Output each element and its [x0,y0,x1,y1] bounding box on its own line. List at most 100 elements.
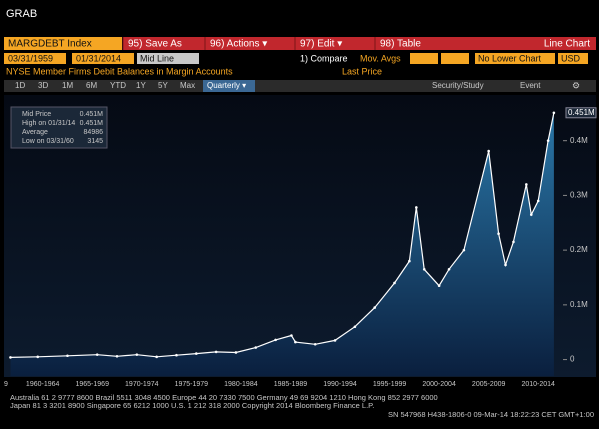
frequency-box[interactable] [203,80,255,92]
data-point [546,139,550,142]
ticker[interactable]: MARGDEBT Index [8,39,92,50]
start-date[interactable]: 03/31/1959 [8,53,53,63]
data-point [290,334,293,337]
data-point [274,338,277,342]
footer-line: SN 547968 H438-1806-0 09-Mar-14 18:22:23… [388,410,594,419]
data-point [373,306,376,309]
data-point [529,213,533,216]
period-button[interactable]: 5Y [158,81,168,90]
data-point [415,206,418,209]
x-tick-label: 9 [4,381,8,388]
legend-label: Average [22,129,48,136]
legend-value: 84986 [84,129,104,136]
description: NYSE Member Firms Debit Balances in Marg… [6,66,233,76]
currency[interactable]: USD [561,53,581,63]
period-button[interactable]: 1D [15,81,25,90]
data-point [194,352,198,355]
data-point [353,325,357,329]
data-point [525,183,528,186]
period-button[interactable]: YTD [110,81,126,90]
x-tick-label: 1990-1994 [323,381,357,388]
legend-label: High on 01/31/14 [22,120,75,127]
y-tick-label: 0.1M [570,300,588,309]
start-date-box[interactable] [4,53,66,64]
x-tick-label: 2010-2014 [521,381,555,388]
data-point [422,267,426,271]
y-tick-label: 0 [570,355,575,364]
data-point [234,351,238,354]
period-button[interactable]: 3D [38,81,48,90]
last-value-box [565,107,597,119]
ticker-box[interactable] [4,37,122,50]
input-box[interactable] [410,53,438,64]
y-tick-label: 0.4M [570,136,588,145]
data-point [9,356,12,359]
legend-box [10,106,108,149]
menu-button[interactable]: 96) Actions ▾ [210,39,267,50]
chart-kind[interactable]: Line Chart [544,39,590,50]
frequency[interactable]: Quarterly ▾ [207,81,246,90]
menu-button[interactable]: 97) Edit ▾ [300,39,342,50]
x-tick-label: 1995-1999 [373,381,407,388]
data-point [95,353,99,356]
lower-chart[interactable]: No Lower Chart [478,53,542,63]
menu-bar [123,37,596,50]
lower-chart-box[interactable] [475,53,555,64]
tool-button[interactable]: Security/Study [432,81,484,90]
data-point [393,281,396,285]
legend-value: 3145 [87,138,103,145]
data-point [512,240,515,244]
period-button[interactable]: 1M [62,81,73,90]
mov-avgs[interactable]: Mov. Avgs [360,53,401,63]
input-box[interactable] [441,53,469,64]
data-point [552,111,556,115]
legend-label: Mid Price [22,111,51,118]
x-tick-label: 1975-1979 [175,381,209,388]
data-point [214,350,218,354]
menu-button[interactable]: 98) Table [380,39,421,50]
data-point [66,354,69,358]
x-tick-label: 1965-1969 [75,381,109,388]
footer-line: Japan 81 3 3201 8900 Singapore 65 6212 1… [10,401,374,410]
x-tick-label: 2005-2009 [472,381,506,388]
data-point [333,339,337,342]
tool-button[interactable]: Event [520,81,541,90]
data-point [447,267,451,271]
menu-button[interactable]: 95) Save As [128,39,182,50]
data-point [254,346,258,349]
last-value-label: 0.451M [568,108,595,117]
period-button[interactable]: 1Y [136,81,146,90]
data-point [135,353,139,356]
mode-box[interactable] [137,53,199,64]
period-button[interactable]: 6M [86,81,97,90]
x-tick-label: 2000-2004 [422,381,456,388]
y-tick-label: 0.3M [570,191,588,200]
legend-label: Low on 03/31/60 [22,138,74,145]
data-point [175,353,178,357]
period-button[interactable]: Max [180,81,195,90]
data-point [408,259,411,263]
data-point [313,342,317,346]
x-tick-label: 1970-1974 [125,381,159,388]
data-point [497,232,500,236]
data-point [36,355,40,359]
data-point [504,263,507,267]
data-point [487,149,490,153]
data-point [462,248,466,252]
settings-icon[interactable]: ⚙ [572,80,580,90]
footer-line: Australia 61 2 9777 8600 Brazil 5511 304… [10,393,438,402]
data-point [294,340,297,344]
currency-box[interactable] [558,53,588,64]
end-date-box[interactable] [72,53,134,64]
window-title: GRAB [6,8,37,20]
data-point [115,354,119,358]
x-tick-label: 1985-1989 [274,381,308,388]
mode[interactable]: Mid Line [140,53,174,63]
y-tick-label: 0.2M [570,245,588,254]
legend-value: 0.451M [80,120,104,127]
legend-value: 0.451M [80,111,104,118]
period-bar [4,80,596,92]
compare[interactable]: 1) Compare [300,53,348,63]
end-date[interactable]: 01/31/2014 [76,53,121,63]
